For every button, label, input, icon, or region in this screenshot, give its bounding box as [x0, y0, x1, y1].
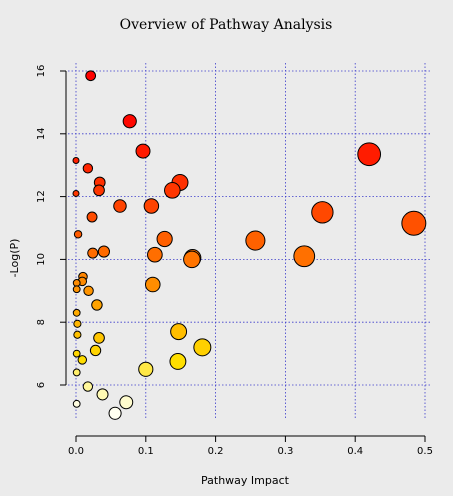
data-point-19 [97, 245, 111, 258]
x-tick-label-4: 0.4 [347, 446, 363, 457]
data-point-24 [183, 250, 201, 269]
y-tick-label-5: 16 [36, 65, 47, 78]
data-point-4 [72, 156, 80, 164]
x-axis-label: Pathway Impact [201, 474, 290, 487]
y-tick-label-2: 10 [36, 253, 47, 266]
data-point-2 [135, 143, 151, 159]
data-point-37 [193, 338, 212, 357]
data-point-10 [72, 189, 80, 197]
x-tick-label-2: 0.2 [208, 446, 224, 457]
data-point-30 [83, 285, 94, 297]
data-point-38 [89, 344, 102, 357]
data-point-42 [138, 361, 154, 377]
data-point-22 [293, 245, 316, 268]
data-point-33 [73, 319, 82, 328]
x-axis-ticks: 0.0 0.1 0.2 0.3 0.4 0.5 [68, 436, 433, 457]
data-point-20 [87, 247, 99, 259]
data-point-39 [72, 349, 81, 358]
data-point-14 [86, 211, 98, 223]
y-tick-label-0: 6 [36, 382, 47, 388]
data-point-21 [147, 246, 163, 263]
data-point-41 [77, 355, 88, 365]
data-point-43 [72, 368, 81, 377]
data-point-9 [164, 182, 181, 199]
x-tick-label-5: 0.5 [417, 446, 433, 457]
data-point-8 [93, 184, 105, 197]
data-point-0 [85, 70, 97, 82]
y-axis-label: -Log(P) [8, 239, 21, 278]
data-point-18 [245, 230, 266, 251]
data-point-31 [91, 299, 103, 311]
data-point-40 [169, 353, 187, 370]
x-tick-label-3: 0.3 [277, 446, 293, 457]
data-point-44 [82, 381, 94, 392]
data-point-45 [96, 388, 109, 401]
data-point-28 [144, 276, 161, 293]
data-point-13 [311, 201, 334, 224]
data-point-34 [170, 323, 188, 341]
data-points [72, 70, 427, 420]
grid-lines [68, 63, 430, 420]
data-point-17 [156, 230, 173, 248]
data-point-36 [93, 332, 105, 344]
data-point-15 [401, 210, 427, 236]
y-tick-label-3: 12 [36, 190, 47, 203]
data-point-46 [119, 395, 134, 410]
data-point-47 [72, 399, 81, 408]
data-point-11 [113, 199, 127, 213]
data-point-5 [82, 163, 94, 174]
data-point-16 [73, 230, 83, 239]
y-axis-ticks: 6 8 10 12 14 16 [36, 65, 66, 388]
x-tick-label-1: 0.1 [138, 446, 154, 457]
data-point-1 [122, 114, 137, 129]
data-point-48 [108, 406, 122, 420]
data-point-12 [143, 198, 160, 214]
x-tick-label-0: 0.0 [68, 446, 84, 457]
data-point-35 [73, 330, 82, 339]
data-point-3 [357, 142, 382, 167]
chart-title: Overview of Pathway Analysis [120, 17, 333, 33]
y-tick-label-1: 8 [36, 319, 47, 325]
data-point-29 [72, 285, 81, 294]
y-tick-label-4: 14 [36, 127, 47, 140]
data-point-32 [72, 308, 81, 317]
